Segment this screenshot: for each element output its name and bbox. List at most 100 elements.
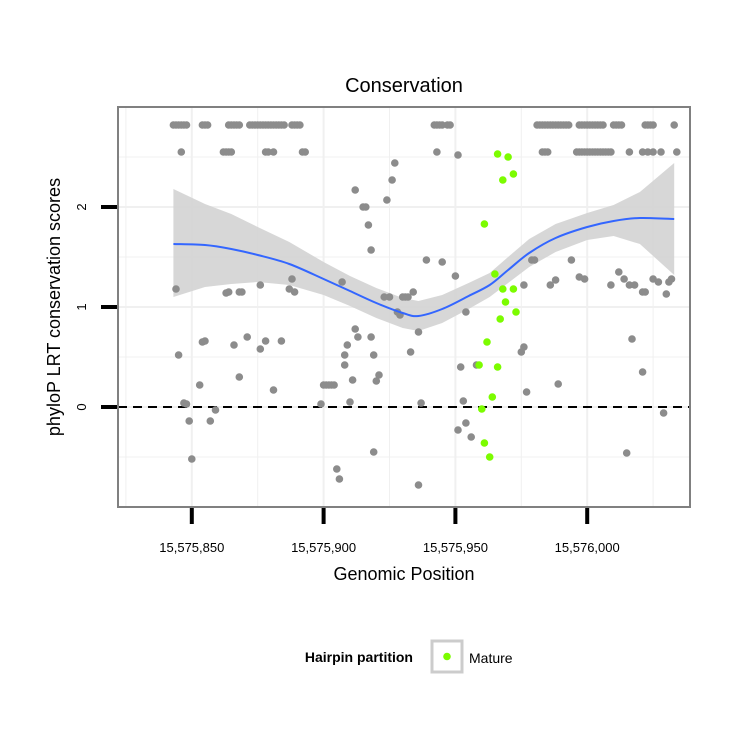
point-other [617,121,626,129]
point-other [174,351,183,359]
point-other [367,246,375,254]
point-other [641,288,649,296]
point-other [433,148,441,156]
legend-label-mature: Mature [469,650,513,666]
confidence-band-group [173,163,675,331]
point-other [188,455,196,463]
point-other [649,121,657,129]
point-other [227,148,236,156]
point-other [206,417,215,425]
point-other [625,148,634,156]
point-other [256,345,265,353]
point-mature [493,363,502,371]
x-tick-label: 15,575,950 [423,540,488,555]
point-other [522,388,531,396]
point-other [238,288,246,296]
point-other [182,121,191,129]
point-other [543,148,552,156]
point-other [364,221,373,229]
point-other [335,475,344,483]
point-mature [475,361,483,369]
point-other [333,465,341,473]
point-other [467,433,476,441]
point-mature [493,150,502,158]
point-other [362,203,370,211]
point-mature [499,176,507,184]
point-other [243,333,251,341]
point-other [372,377,381,385]
point-other [317,400,325,408]
point-mature [509,170,518,178]
point-other [546,281,555,289]
point-other [659,409,668,417]
point-other [343,341,352,349]
point-other [451,272,460,280]
point-mature [485,453,494,461]
point-other [383,196,391,204]
smooth-line [173,216,675,318]
point-other [422,256,431,264]
point-other [380,293,389,301]
point-mature [496,315,505,323]
point-other [348,376,357,384]
point-other [564,121,573,129]
point-other [172,285,180,293]
legend-title: Hairpin partition [305,649,413,665]
point-other [662,290,671,298]
point-other [567,256,576,264]
point-other [438,121,447,129]
point-other [388,176,396,184]
point-other [351,325,360,333]
point-other [346,398,354,406]
point-other [409,288,418,296]
point-other [290,288,299,296]
panel-border [117,106,691,508]
point-other [296,121,304,129]
point-other [462,308,470,316]
point-other [340,351,349,359]
confidence-band [173,163,675,331]
point-other [462,419,470,427]
point-mature [499,285,507,293]
point-other [185,417,193,425]
x-tick-label: 15,576,000 [555,540,620,555]
point-other [620,275,628,283]
point-other [177,148,186,156]
point-other [338,278,346,286]
point-mature [491,270,499,278]
point-other [195,381,204,389]
point-mature [480,220,489,228]
point-other [375,371,383,379]
point-mature [509,285,518,293]
point-other [454,426,462,434]
point-other [551,276,560,284]
point-other [211,406,220,414]
y-tick-label: 2 [74,203,89,210]
smooth-line-group [173,216,675,318]
point-other [182,400,191,408]
point-other [277,337,286,345]
point-other [654,278,663,286]
point-other [630,281,639,289]
point-other [628,335,636,343]
point-other [264,148,273,156]
point-mature [488,393,497,401]
chart-title: Conservation [345,75,463,97]
point-mature [483,338,491,346]
point-other [622,449,631,457]
point-other [554,380,562,388]
points-group [169,121,681,489]
point-other [269,148,278,156]
y-axis: 0 1 2 [74,203,117,411]
point-other [330,381,338,389]
point-other [520,281,528,289]
point-other [414,328,423,336]
point-other [615,268,623,276]
point-other [454,151,462,159]
y-axis-label: phyloP LRT conservation scores [44,178,64,436]
point-other [404,293,412,301]
point-other [657,148,665,156]
point-other [230,341,238,349]
point-other [201,337,209,345]
